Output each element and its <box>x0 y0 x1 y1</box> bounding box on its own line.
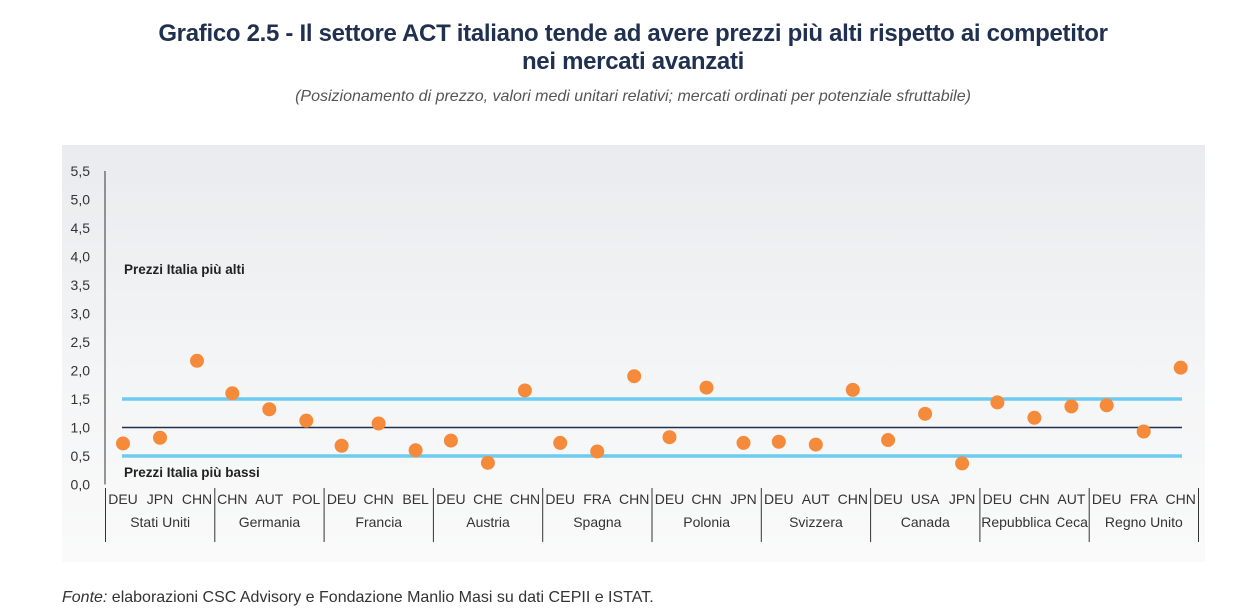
data-point <box>918 406 933 421</box>
reference-lines <box>122 397 1182 458</box>
x-tick-label: CHN <box>363 491 393 507</box>
y-tick-label: 4,5 <box>71 220 91 236</box>
data-point <box>299 413 314 428</box>
data-point <box>371 416 386 431</box>
source-label: Fonte: <box>62 589 108 606</box>
x-tick-label: DEU <box>545 491 575 507</box>
data-point <box>881 433 896 448</box>
x-tick-label: JPN <box>730 491 756 507</box>
data-points <box>116 353 1188 471</box>
x-group-label: Germania <box>239 514 301 530</box>
source-note: Fonte: elaborazioni CSC Advisory e Fonda… <box>62 589 654 607</box>
y-tick-label: 3,5 <box>71 277 91 293</box>
data-point <box>1064 399 1079 414</box>
data-point <box>627 369 642 384</box>
data-point <box>553 435 568 450</box>
x-tick-label: CHN <box>510 491 540 507</box>
x-tick-label: DEU <box>1092 491 1122 507</box>
x-tick-label: CHN <box>1019 491 1049 507</box>
title-line-2: nei mercati avanzati <box>521 48 745 75</box>
title-line-1: Grafico 2.5 - Il settore ACT italiano te… <box>158 20 1108 47</box>
data-point <box>262 402 277 417</box>
x-tick-label: CHN <box>619 491 649 507</box>
data-point <box>771 434 786 449</box>
data-point <box>590 444 605 459</box>
y-tick-label: 0,5 <box>71 448 91 464</box>
data-point <box>736 435 751 450</box>
annotation-lower: Prezzi Italia più bassi <box>124 465 260 480</box>
source-text: elaborazioni CSC Advisory e Fondazione M… <box>107 589 654 606</box>
y-tick-label: 1,5 <box>71 391 91 407</box>
x-tick-label: DEU <box>655 491 685 507</box>
data-point <box>662 430 677 445</box>
data-point <box>153 430 167 445</box>
x-tick-label: CHN <box>217 491 247 507</box>
x-group-label: Svizzera <box>789 514 843 530</box>
x-tick-label: USA <box>911 491 940 507</box>
data-point <box>225 386 240 401</box>
data-point <box>699 380 714 395</box>
data-point <box>116 436 130 451</box>
data-point <box>443 433 458 448</box>
data-point <box>1027 410 1042 425</box>
y-tick-label: 5,5 <box>71 163 91 179</box>
annotations: Prezzi Italia più alti Prezzi Italia più … <box>124 262 260 480</box>
x-tick-label: AUT <box>255 491 283 507</box>
y-axis: 0,0 0,5 1,0 1,5 2,0 2,5 3,0 3,5 4,0 4,5 5,0 5,5 <box>71 163 106 493</box>
x-group-label: Stati Uniti <box>130 514 190 530</box>
chart-title: Grafico 2.5 - Il settore ACT italiano te… <box>0 20 1244 76</box>
x-group-label: Francia <box>355 514 402 530</box>
y-tick-label: 0,0 <box>71 477 91 493</box>
x-tick-label: CHN <box>1166 491 1196 507</box>
x-group-label: Canada <box>901 514 950 530</box>
data-point <box>955 456 970 471</box>
y-tick-label: 2,5 <box>71 334 91 350</box>
data-point <box>1099 398 1114 413</box>
x-group-label: Spagna <box>573 514 621 530</box>
annotation-upper: Prezzi Italia più alti <box>124 262 245 277</box>
data-point <box>990 395 1005 410</box>
y-tick-label: 1,0 <box>71 420 91 436</box>
y-tick-label: 3,0 <box>71 306 91 322</box>
chart-subtitle: (Posizionamento di prezzo, valori medi u… <box>295 88 971 105</box>
x-group-label: Repubblica Ceca <box>981 514 1088 530</box>
data-point <box>480 455 495 470</box>
data-point <box>1173 360 1188 375</box>
x-tick-label: BEL <box>402 491 429 507</box>
y-tick-label: 2,0 <box>71 363 91 379</box>
data-point <box>334 438 349 453</box>
data-point <box>1136 424 1151 439</box>
x-tick-label: CHN <box>182 491 212 507</box>
x-tick-label: CHN <box>838 491 868 507</box>
x-tick-label: DEU <box>327 491 357 507</box>
x-tick-label: DEU <box>873 491 903 507</box>
x-tick-label: JPN <box>949 491 975 507</box>
x-tick-label: POL <box>292 491 320 507</box>
x-tick-label: DEU <box>436 491 466 507</box>
x-group-label: Polonia <box>683 514 730 530</box>
y-tick-label: 4,0 <box>71 249 91 265</box>
data-point <box>408 443 423 458</box>
y-tick-label: 5,0 <box>71 192 91 208</box>
data-point <box>517 383 532 398</box>
chart-panel <box>62 145 1205 562</box>
x-tick-label: CHE <box>473 491 503 507</box>
x-group-label: Austria <box>466 514 510 530</box>
x-tick-label: DEU <box>764 491 794 507</box>
x-tick-label: FRA <box>583 491 612 507</box>
x-group-label: Regno Unito <box>1105 514 1183 530</box>
x-tick-label: JPN <box>147 491 173 507</box>
x-axis: DEU JPN CHN Stati Uniti CHN AUT POL Germania DEU… <box>105 488 1199 542</box>
data-point <box>190 353 204 368</box>
x-tick-label: AUT <box>1057 491 1085 507</box>
x-tick-label: CHN <box>691 491 721 507</box>
data-point <box>808 437 823 452</box>
data-point <box>845 382 860 397</box>
x-tick-label: DEU <box>983 491 1013 507</box>
x-tick-label: AUT <box>802 491 830 507</box>
x-tick-label: FRA <box>1130 491 1159 507</box>
x-tick-label: DEU <box>108 491 138 507</box>
